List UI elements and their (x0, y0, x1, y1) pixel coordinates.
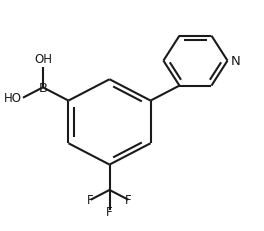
Text: F: F (125, 193, 132, 206)
Text: N: N (230, 55, 240, 68)
Text: F: F (87, 193, 94, 206)
Text: HO: HO (4, 92, 22, 105)
Text: B: B (38, 82, 48, 94)
Text: F: F (106, 205, 113, 219)
Text: OH: OH (34, 53, 52, 66)
